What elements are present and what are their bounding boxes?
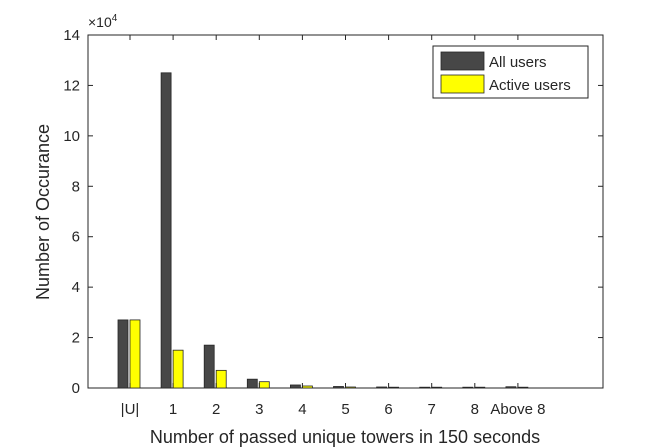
bar-active-users: [345, 386, 356, 389]
legend-label-all-users: All users: [489, 54, 547, 71]
x-tick-label: 3: [255, 401, 263, 418]
bar-all-users: [376, 386, 388, 389]
bar-all-users: [117, 319, 129, 389]
x-tick-label: 4: [298, 401, 306, 418]
legend-swatch-all-users: [440, 51, 485, 71]
y-axis-label: Number of Occurance: [33, 124, 53, 300]
y-tick-label: 2: [72, 330, 80, 347]
bar-all-users: [419, 386, 431, 389]
bar-all-users: [246, 378, 258, 389]
bar-active-users: [474, 386, 486, 389]
x-tick-label: 5: [341, 401, 349, 418]
x-tick-label: 7: [428, 401, 436, 418]
bar-active-users: [258, 381, 270, 389]
y-tick-label: 12: [63, 77, 80, 94]
bar-all-users: [505, 386, 517, 389]
y-exponent-power: 4: [112, 13, 118, 24]
y-tick-label: 6: [72, 229, 80, 246]
bar-active-users: [215, 369, 227, 389]
x-axis-label: Number of passed unique towers in 150 se…: [150, 427, 540, 447]
bars-layer: [117, 72, 529, 389]
bar-all-users: [160, 72, 172, 389]
bar-active-users: [301, 385, 313, 389]
x-tick-label: 6: [384, 401, 392, 418]
bar-all-users: [289, 384, 301, 389]
bar-all-users: [333, 386, 344, 389]
x-tick-label: |U|: [121, 401, 140, 418]
bar-active-users: [431, 386, 443, 389]
bar-all-users: [203, 344, 215, 389]
y-tick-label: 14: [63, 27, 80, 44]
legend: All users Active users: [432, 45, 589, 99]
bar-active-users: [172, 349, 184, 389]
legend-label-active-users: Active users: [489, 77, 571, 94]
x-tick-label: 2: [212, 401, 220, 418]
x-tick-label: Above 8: [490, 401, 545, 418]
x-tick-label: 8: [471, 401, 479, 418]
bar-active-users: [517, 386, 529, 389]
bar-active-users: [129, 319, 141, 389]
y-tick-label: 4: [72, 279, 80, 296]
y-axis-ticks: 0 2 4 6 8 10 12 14: [63, 27, 603, 397]
bar-active-users: [388, 386, 400, 389]
y-tick-label: 8: [72, 178, 80, 195]
y-tick-label: 10: [63, 128, 80, 145]
x-tick-label: 1: [169, 401, 177, 418]
x-axis-ticks: |U| 1 2 3 4 5 6 7 8 Above 8: [121, 35, 545, 418]
y-tick-label: 0: [72, 380, 80, 397]
legend-swatch-active-users: [440, 74, 485, 94]
bar-all-users: [462, 386, 474, 389]
y-exponent-label: ×104: [88, 13, 118, 30]
